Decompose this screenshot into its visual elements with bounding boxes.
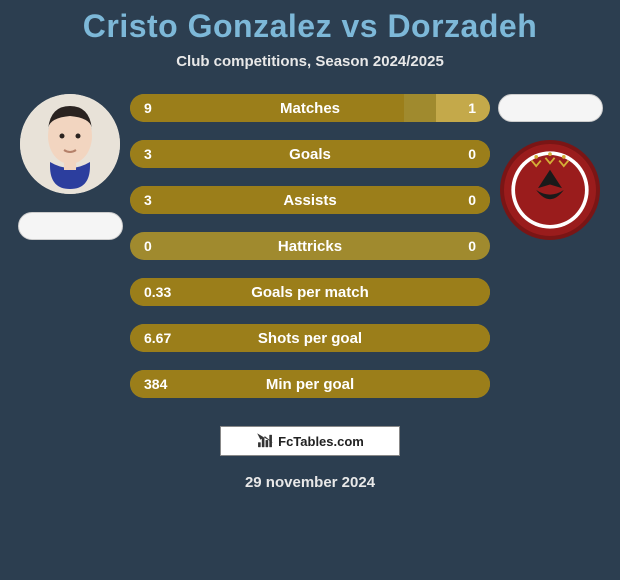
left-avatar: [20, 94, 120, 194]
stat-label: Goals: [130, 146, 490, 163]
right-club-badge: [500, 140, 600, 240]
right-player-col: [490, 94, 610, 258]
stats-column: 91Matches 30Goals 30Assists 00Hattricks 0.33…: [130, 94, 490, 398]
left-player-col: [10, 94, 130, 240]
stat-label: Matches: [130, 100, 490, 117]
stat-row: 00Hattricks: [130, 232, 490, 260]
date-text: 29 november 2024: [245, 474, 375, 491]
page-title: Cristo Gonzalez vs Dorzadeh: [83, 8, 537, 45]
stat-label: Hattricks: [130, 238, 490, 255]
stat-label: Min per goal: [130, 376, 490, 393]
branding-text: FcTables.com: [278, 434, 364, 449]
stat-row: 6.67Shots per goal: [130, 324, 490, 352]
right-flag-oval: [498, 94, 603, 122]
club-crest-icon: [504, 144, 596, 236]
stat-row: 0.33Goals per match: [130, 278, 490, 306]
stat-row: 30Assists: [130, 186, 490, 214]
player-face-icon: [20, 94, 120, 194]
main-row: 91Matches 30Goals 30Assists 00Hattricks 0.33…: [0, 94, 620, 398]
chart-icon: [256, 432, 274, 450]
stat-label: Assists: [130, 192, 490, 209]
branding-badge[interactable]: FcTables.com: [220, 426, 400, 456]
stat-row: 384Min per goal: [130, 370, 490, 398]
subtitle: Club competitions, Season 2024/2025: [176, 53, 444, 70]
left-flag-oval: [18, 212, 123, 240]
stat-row: 30Goals: [130, 140, 490, 168]
root: Cristo Gonzalez vs Dorzadeh Club competi…: [0, 0, 620, 580]
stat-label: Goals per match: [130, 284, 490, 301]
stat-label: Shots per goal: [130, 330, 490, 347]
stat-row: 91Matches: [130, 94, 490, 122]
